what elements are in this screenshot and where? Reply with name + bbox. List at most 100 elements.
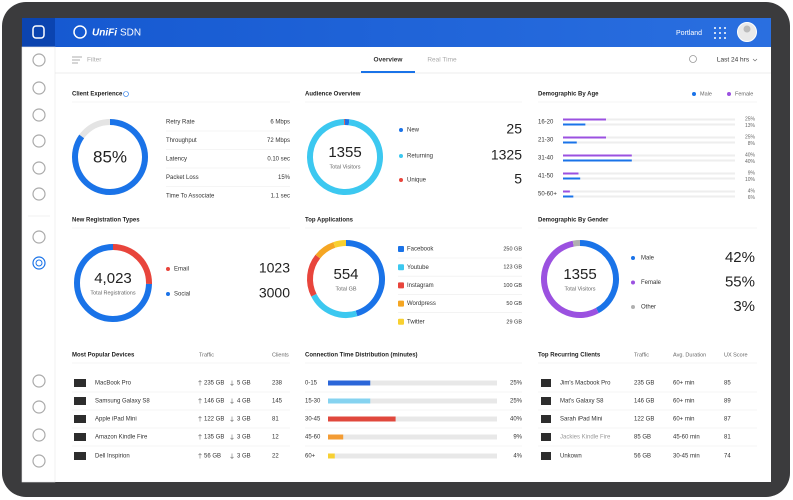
sidebar-icon[interactable] <box>32 230 46 244</box>
bar-track <box>328 398 497 404</box>
client-traffic: 235 GB <box>634 381 654 387</box>
score-label: 85% <box>93 147 127 166</box>
search-icon[interactable] <box>689 55 697 63</box>
legend-value: 5 <box>514 171 522 187</box>
time-range[interactable]: Last 24 hrs <box>717 57 750 64</box>
app-value: 123 GB <box>503 265 522 271</box>
client-name: Sarah iPad Mini <box>560 417 602 423</box>
sidebar-icon[interactable] <box>32 256 46 270</box>
panel-title: New Registration Types <box>72 218 140 224</box>
clients-value: 12 <box>272 435 279 441</box>
app-name: Twitter <box>407 319 425 325</box>
client-duration: 60+ min <box>673 381 695 387</box>
site-name[interactable]: Portland <box>676 30 702 37</box>
client-duration: 60+ min <box>673 399 695 405</box>
connection-value: 9% <box>513 435 522 441</box>
sidebar-icon[interactable] <box>32 53 46 67</box>
range-label: 45-60 <box>305 435 321 441</box>
stat-label: Packet Loss <box>166 175 199 181</box>
sidebar-icon[interactable] <box>32 134 46 148</box>
apps-grid-dot <box>714 27 716 29</box>
donut-total-label: Total Visitors <box>329 164 360 170</box>
panel-title: Audience Overview <box>305 92 361 98</box>
device-thumbnail <box>74 452 86 460</box>
upload-arrow <box>198 453 202 459</box>
app-icon <box>398 264 404 271</box>
client-score: 81 <box>724 435 731 441</box>
device-thumbnail <box>541 452 551 460</box>
legend-name: New <box>407 128 420 134</box>
bar-track <box>563 123 735 126</box>
donut-segment <box>345 240 385 317</box>
sidebar-icon[interactable] <box>32 400 46 414</box>
age-value: 25% <box>745 134 756 140</box>
client-duration: 45-60 min <box>673 435 700 441</box>
legend-dot <box>399 178 403 182</box>
legend-value: 55% <box>725 273 755 290</box>
sidebar-icon[interactable] <box>32 374 46 388</box>
clients-value: 238 <box>272 381 283 387</box>
connection-bar <box>328 380 371 386</box>
connection-value: 4% <box>513 454 522 460</box>
client-score: 74 <box>724 454 731 460</box>
tab[interactable]: Real Time <box>427 57 457 64</box>
legend-dot <box>631 305 635 309</box>
download-value: 4 GB <box>237 399 251 405</box>
bar-track <box>563 177 735 180</box>
sidebar-icon[interactable] <box>32 428 46 442</box>
sidebar-icon[interactable] <box>32 454 46 468</box>
age-label: 41-50 <box>538 174 554 180</box>
column-header: Traffic <box>199 352 214 358</box>
legend-dot <box>631 280 635 285</box>
age-bar <box>563 159 632 162</box>
range-label: 0-15 <box>305 381 318 387</box>
device-thumbnail <box>74 433 86 441</box>
donut-segment <box>333 240 347 248</box>
sidebar-icon[interactable] <box>32 161 46 175</box>
legend-value: 1325 <box>491 147 522 163</box>
legend-name: Male <box>700 91 712 97</box>
column-header: UX Score <box>724 352 748 358</box>
apps-grid-dot <box>714 37 716 39</box>
donut-segment <box>74 244 152 322</box>
app-value: 50 GB <box>506 301 522 307</box>
tab[interactable]: Overview <box>374 57 404 64</box>
download-value: 3 GB <box>237 454 251 460</box>
legend-name: Unique <box>407 178 427 184</box>
bar-track <box>328 453 497 459</box>
device-name: Amazon Kindle Fire <box>95 435 148 441</box>
clients-value: 81 <box>272 417 279 423</box>
age-label: 31-40 <box>538 156 554 162</box>
upload-arrow <box>198 380 202 386</box>
range-caret <box>752 58 758 62</box>
age-bar <box>563 177 581 180</box>
download-arrow <box>230 434 234 440</box>
age-value: 25% <box>745 116 756 122</box>
apps-grid-dot <box>719 27 721 29</box>
age-value: 40% <box>745 152 756 158</box>
filter-input[interactable]: Filter <box>87 57 102 64</box>
app-name: Wordpress <box>407 301 436 307</box>
sidebar-icon[interactable] <box>32 108 46 122</box>
legend-value: 3% <box>733 298 755 315</box>
stat-value: 15% <box>278 175 291 181</box>
donut-segment <box>315 242 336 259</box>
donut-segment <box>307 254 321 297</box>
upload-value: 122 GB <box>204 417 224 423</box>
column-header: Clients <box>272 352 289 358</box>
legend-name: Email <box>174 267 189 273</box>
legend-value: 1023 <box>259 260 290 276</box>
sidebar-icon[interactable] <box>32 187 46 201</box>
panel-title: Top Applications <box>305 218 354 224</box>
upload-value: 135 GB <box>204 435 224 441</box>
logo-tile[interactable] <box>22 18 55 47</box>
donut-total: 1355 <box>328 144 361 161</box>
download-arrow <box>230 453 234 459</box>
donut-segment <box>311 293 358 318</box>
connection-bar <box>328 434 344 440</box>
donut-total: 4,023 <box>94 270 132 287</box>
age-bar <box>563 136 606 139</box>
legend-dot <box>399 154 403 158</box>
sidebar-icon[interactable] <box>32 81 46 95</box>
stat-value: 1.1 sec <box>271 194 290 200</box>
